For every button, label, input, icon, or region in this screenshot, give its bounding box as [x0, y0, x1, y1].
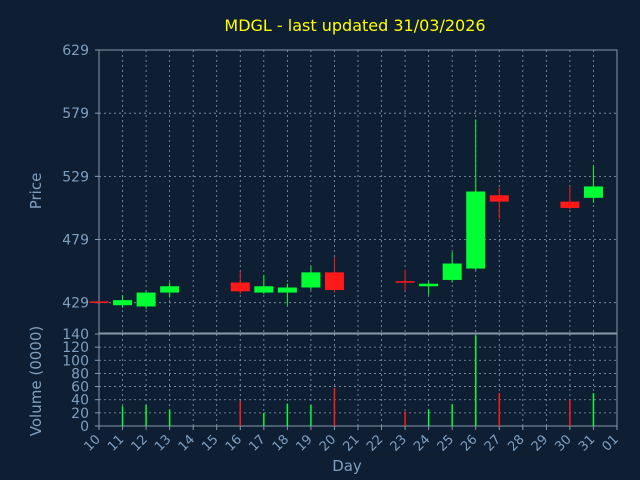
candle-body — [419, 283, 439, 287]
volume-bars — [121, 335, 595, 426]
x-tick-label: 23 — [388, 432, 410, 454]
x-tick-label: 28 — [505, 432, 527, 454]
volume-grid — [98, 333, 618, 427]
x-tick-label: 24 — [411, 432, 433, 454]
x-tick-label: 19 — [293, 432, 315, 454]
price-axis-label: Price — [27, 173, 45, 210]
volume-bar — [427, 409, 430, 426]
x-tick-label: 13 — [152, 432, 174, 454]
x-tick-label: 30 — [552, 432, 574, 454]
volume-bar — [263, 412, 265, 426]
x-tick-label: 26 — [458, 432, 480, 454]
x-tick-label: 15 — [199, 432, 221, 454]
price-tick-label: 579 — [62, 106, 89, 122]
volume-tick-label: 80 — [71, 366, 89, 382]
candle-body — [324, 272, 344, 291]
price-tick-label: 429 — [62, 296, 89, 312]
candle-body — [230, 282, 250, 292]
candle-body — [560, 201, 580, 208]
volume-bar — [333, 387, 336, 426]
volume-bar — [404, 411, 406, 426]
volume-axis-label: Volume (0000) — [27, 326, 45, 436]
x-tick-label: 22 — [364, 432, 386, 454]
price-tick-label: 479 — [62, 233, 89, 249]
x-tick-label: 25 — [435, 432, 457, 454]
x-tick-label: 14 — [176, 432, 198, 454]
x-tick-label: 29 — [529, 432, 551, 454]
candle-body — [395, 281, 415, 283]
volume-bar — [474, 335, 477, 426]
candle-body — [583, 186, 603, 198]
x-tick-label: 16 — [223, 432, 245, 454]
x-tick-label: 20 — [317, 432, 339, 454]
candle-body — [136, 292, 156, 307]
x-tick-label: 11 — [105, 432, 127, 454]
volume-tick-label: 40 — [71, 393, 89, 409]
price-tick-label: 529 — [62, 169, 89, 185]
x-tick-label: 27 — [482, 432, 504, 454]
price-tick-label: 629 — [62, 43, 89, 59]
x-ticks: 10 11 12 13 14 15 16 17 18 19 20 21 22 23 24 25 26 27 28 29… — [82, 426, 622, 455]
candle-body — [160, 286, 180, 293]
candle-body — [277, 287, 297, 293]
candle-body — [442, 263, 462, 280]
volume-bar — [310, 404, 312, 426]
x-tick-label: 01 — [600, 432, 622, 454]
candle-body — [466, 191, 486, 269]
candle-body — [254, 286, 274, 293]
volume-bar — [168, 409, 171, 426]
chart-title: MDGL - last updated 31/03/2026 — [224, 16, 485, 35]
candle-body — [489, 195, 509, 202]
volume-tick-label: 20 — [71, 406, 89, 422]
volume-bar — [239, 401, 242, 426]
volume-tick-label: 140 — [62, 327, 89, 343]
x-tick-label: 21 — [341, 432, 363, 454]
candle-body — [113, 300, 133, 306]
volume-tick-label: 120 — [62, 340, 89, 356]
x-tick-label: 31 — [576, 432, 598, 454]
volume-tick-label: 60 — [71, 380, 89, 396]
volume-bar — [498, 393, 501, 426]
price-y-ticks: 429 479 529 579 629 — [62, 43, 99, 312]
candle-body — [301, 272, 321, 288]
volume-bar — [451, 404, 453, 426]
volume-bar — [592, 393, 595, 426]
x-axis-label: Day — [332, 457, 362, 475]
volume-bar — [286, 403, 289, 426]
volume-tick-label: 0 — [80, 419, 89, 435]
candle-body — [89, 301, 109, 303]
volume-tick-label: 100 — [62, 353, 89, 369]
volume-bar — [145, 404, 147, 426]
x-tick-label: 10 — [82, 432, 104, 454]
x-tick-label: 18 — [270, 432, 292, 454]
candles — [89, 119, 603, 309]
x-tick-label: 17 — [246, 432, 268, 454]
x-tick-label: 12 — [129, 432, 151, 454]
volume-bar — [569, 399, 571, 426]
volume-bar — [121, 406, 124, 426]
